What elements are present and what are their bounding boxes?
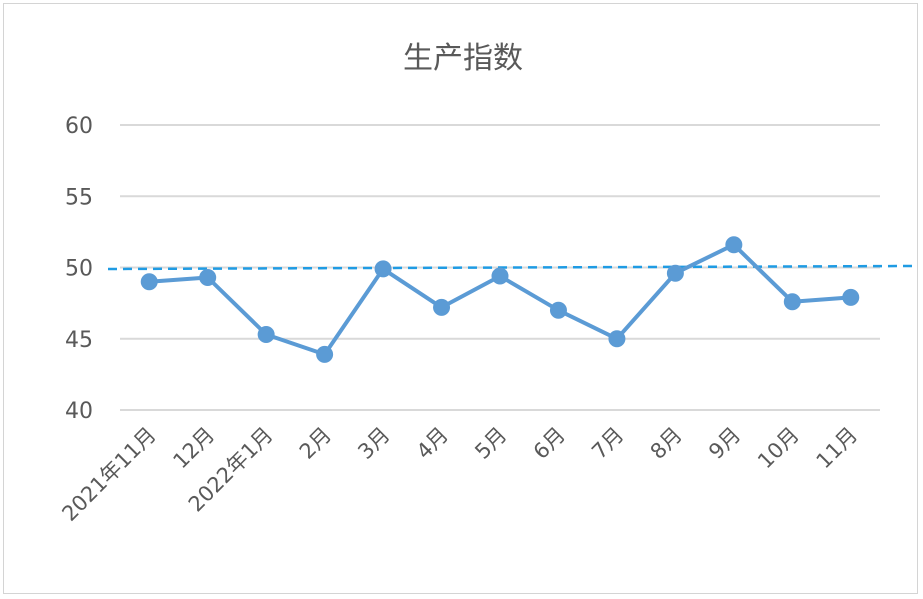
y-tick-label: 50 (65, 257, 93, 282)
data-point (842, 288, 860, 306)
x-tick-label: 8月 (646, 423, 687, 464)
data-point (491, 267, 509, 285)
data-point (666, 264, 684, 282)
x-tick-label: 3月 (353, 423, 394, 464)
data-points (140, 236, 860, 363)
data-point (433, 298, 451, 316)
x-tick-label: 6月 (529, 423, 570, 464)
data-point (140, 273, 158, 291)
data-point (608, 330, 626, 348)
x-tick-label: 4月 (412, 423, 453, 464)
y-axis-ticks: 40 45 50 55 60 (65, 114, 93, 424)
x-tick-label: 11月 (812, 423, 863, 474)
data-point (725, 236, 743, 254)
data-point (257, 325, 275, 343)
data-point (374, 260, 392, 278)
chart-title: 生产指数 (403, 41, 523, 76)
x-tick-label: 2021年11月 (57, 423, 160, 526)
data-point (199, 268, 217, 286)
y-tick-label: 55 (65, 185, 93, 210)
data-point (316, 345, 334, 363)
y-tick-label: 40 (65, 399, 93, 424)
y-tick-label: 45 (65, 328, 93, 353)
x-tick-label: 5月 (470, 423, 511, 464)
x-tick-label: 12月 (169, 423, 220, 474)
x-tick-label: 7月 (587, 423, 628, 464)
data-point (783, 293, 801, 311)
x-tick-label: 9月 (704, 423, 745, 464)
x-tick-label: 10月 (753, 423, 804, 474)
y-tick-label: 60 (65, 114, 93, 139)
x-tick-label: 2月 (295, 423, 336, 464)
data-point (549, 301, 567, 319)
